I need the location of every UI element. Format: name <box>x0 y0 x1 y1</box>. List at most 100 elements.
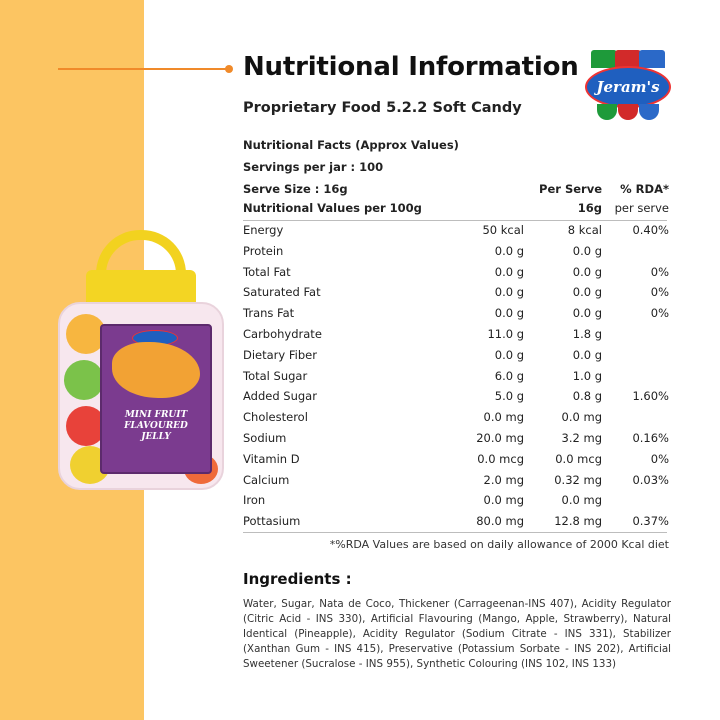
nutrient-name: Calcium <box>243 472 290 487</box>
nutrient-row: Total Fat 0.0 g 0.0 g 0% <box>243 262 673 283</box>
jar-label: MINI FRUIT FLAVOURED JELLY <box>100 324 212 474</box>
nutrient-row: Iron 0.0 mg 0.0 mg <box>243 490 673 511</box>
nutrient-per-serve: 3.2 mg <box>561 431 602 445</box>
nutrient-rda: 0.16% <box>632 431 669 445</box>
page-subtitle: Proprietary Food 5.2.2 Soft Candy <box>243 100 522 116</box>
table-top-divider <box>243 220 667 221</box>
nutrient-per100: 80.0 mg <box>476 514 524 529</box>
nutrient-name: Added Sugar <box>243 389 317 404</box>
nutrient-name: Total Sugar <box>243 368 308 383</box>
nutrient-per100: 0.0 g <box>494 243 524 258</box>
nutrient-per-serve: 0.0 g <box>572 306 602 321</box>
nutrient-name: Energy <box>243 223 284 237</box>
nutrient-rda: 0% <box>650 306 669 321</box>
accent-line <box>58 68 228 70</box>
nutrient-row: Sodium 20.0 mg 3.2 mg 0.16% <box>243 428 673 449</box>
accent-dot <box>225 65 233 73</box>
nutrient-per100: 0.0 g <box>494 347 524 362</box>
logo-drop-red <box>618 104 638 120</box>
nutrient-row: Protein 0.0 g 0.0 g <box>243 241 673 262</box>
nutrient-per-serve: 0.0 mg <box>561 493 602 508</box>
nutrient-rda: 0.37% <box>632 514 669 529</box>
serve-size: Serve Size : 16g <box>243 182 348 196</box>
servings-per-jar: Servings per jar : 100 <box>243 160 384 174</box>
nutrient-row: Saturated Fat 0.0 g 0.0 g 0% <box>243 282 673 303</box>
rda-footnote: *%RDA Values are based on daily allowanc… <box>329 538 669 551</box>
col-header-per100: Nutritional Values per 100g <box>243 201 422 215</box>
serve-size-row: Serve Size : 16g Per Serve % RDA* <box>243 179 673 200</box>
nutrient-per-serve: 0.0 g <box>572 243 602 258</box>
nutrient-per-serve: 1.8 g <box>572 327 602 341</box>
ingredients-text: Water, Sugar, Nata de Coco, Thickener (C… <box>243 598 671 670</box>
col-header-per-serve-qty: 16g <box>577 201 602 215</box>
nutrient-row: Calcium 2.0 mg 0.32 mg 0.03% <box>243 470 673 491</box>
nutrient-row: Trans Fat 0.0 g 0.0 g 0% <box>243 303 673 324</box>
nutrient-per100: 0.0 g <box>494 264 524 279</box>
nutrient-name: Vitamin D <box>243 451 300 466</box>
nutrient-rda: 1.60% <box>632 389 669 404</box>
nutrient-per100: 0.0 mg <box>483 410 524 425</box>
nutrient-per100: 5.0 g <box>494 389 524 404</box>
nutrient-rda: 0% <box>650 264 669 279</box>
nutrient-name: Sodium <box>243 431 287 445</box>
col-header-rda-sub: per serve <box>614 201 669 215</box>
nutrient-per-serve: 0.0 g <box>572 285 602 300</box>
jar-label-text: MINI FRUIT FLAVOURED JELLY <box>124 410 188 442</box>
nutrient-row: Cholesterol 0.0 mg 0.0 mg <box>243 407 673 428</box>
logo-drop-blue <box>639 104 659 120</box>
nutrient-per100: 0.0 mcg <box>477 451 524 466</box>
nutrient-row: Added Sugar 5.0 g 0.8 g 1.60% <box>243 386 673 407</box>
nutrient-per-serve: 1.0 g <box>572 368 602 383</box>
nutrient-row: Total Sugar 6.0 g 1.0 g <box>243 366 673 387</box>
nutrient-name: Iron <box>243 493 266 508</box>
nutrient-per-serve: 0.0 g <box>572 264 602 279</box>
nutrient-name: Trans Fat <box>243 306 295 321</box>
nutrient-per100: 0.0 g <box>494 285 524 300</box>
product-jar-image: MINI FRUIT FLAVOURED JELLY <box>58 230 224 490</box>
facts-heading: Nutritional Facts (Approx Values) <box>243 138 459 152</box>
nutrient-name: Dietary Fiber <box>243 347 317 362</box>
nutrient-per-serve: 0.8 g <box>572 389 602 404</box>
nutrient-per100: 50 kcal <box>482 223 524 237</box>
jelly-cup <box>66 406 106 446</box>
logo-brand-text: Jeram's <box>596 78 660 96</box>
jar-label-fruit-art <box>112 342 200 398</box>
facts-heading-row: Nutritional Facts (Approx Values) <box>243 135 673 156</box>
nutrient-name: Total Fat <box>243 264 291 279</box>
nutrient-per-serve: 0.32 mg <box>554 472 602 487</box>
servings-row: Servings per jar : 100 <box>243 157 673 178</box>
nutrient-name: Pottasium <box>243 514 301 529</box>
nutrient-rda: 0.03% <box>632 472 669 487</box>
jar-handle <box>96 230 186 274</box>
nutrient-row: Pottasium 80.0 mg 12.8 mg 0.37% <box>243 511 673 532</box>
jar-body: MINI FRUIT FLAVOURED JELLY <box>58 302 224 490</box>
nutrient-per100: 0.0 g <box>494 306 524 321</box>
table-bottom-divider <box>243 532 667 533</box>
logo-drop-green <box>597 104 617 120</box>
nutrient-row: Energy 50 kcal 8 kcal 0.40% <box>243 220 673 241</box>
nutrient-per100: 20.0 mg <box>476 431 524 445</box>
nutrient-row: Carbohydrate 11.0 g 1.8 g <box>243 324 673 345</box>
nutrient-per100: 6.0 g <box>494 368 524 383</box>
nutrient-per-serve: 8 kcal <box>567 223 602 237</box>
page-title: Nutritional Information <box>243 52 579 82</box>
nutrient-per100: 2.0 mg <box>483 472 524 487</box>
nutrient-rda: 0.40% <box>632 223 669 237</box>
logo-oval: Jeram's <box>585 66 671 108</box>
nutrient-rda: 0% <box>650 451 669 466</box>
logo-bar-green <box>591 50 617 68</box>
col-header-per-serve: Per Serve <box>539 182 602 196</box>
nutrient-rda: 0% <box>650 285 669 300</box>
nutrient-name: Saturated Fat <box>243 285 321 300</box>
values-header-row: Nutritional Values per 100g 16g per serv… <box>243 198 673 219</box>
logo-bar-red <box>615 50 641 68</box>
nutrient-name: Protein <box>243 243 284 258</box>
jelly-cup <box>66 314 106 354</box>
nutrient-per100: 11.0 g <box>487 327 524 341</box>
nutrient-per-serve: 0.0 mcg <box>555 451 602 466</box>
jelly-cup <box>64 360 104 400</box>
col-header-rda: % RDA* <box>620 182 669 196</box>
nutrient-per100: 0.0 mg <box>483 493 524 508</box>
ingredients-title: Ingredients : <box>243 570 352 588</box>
nutrient-per-serve: 0.0 g <box>572 347 602 362</box>
